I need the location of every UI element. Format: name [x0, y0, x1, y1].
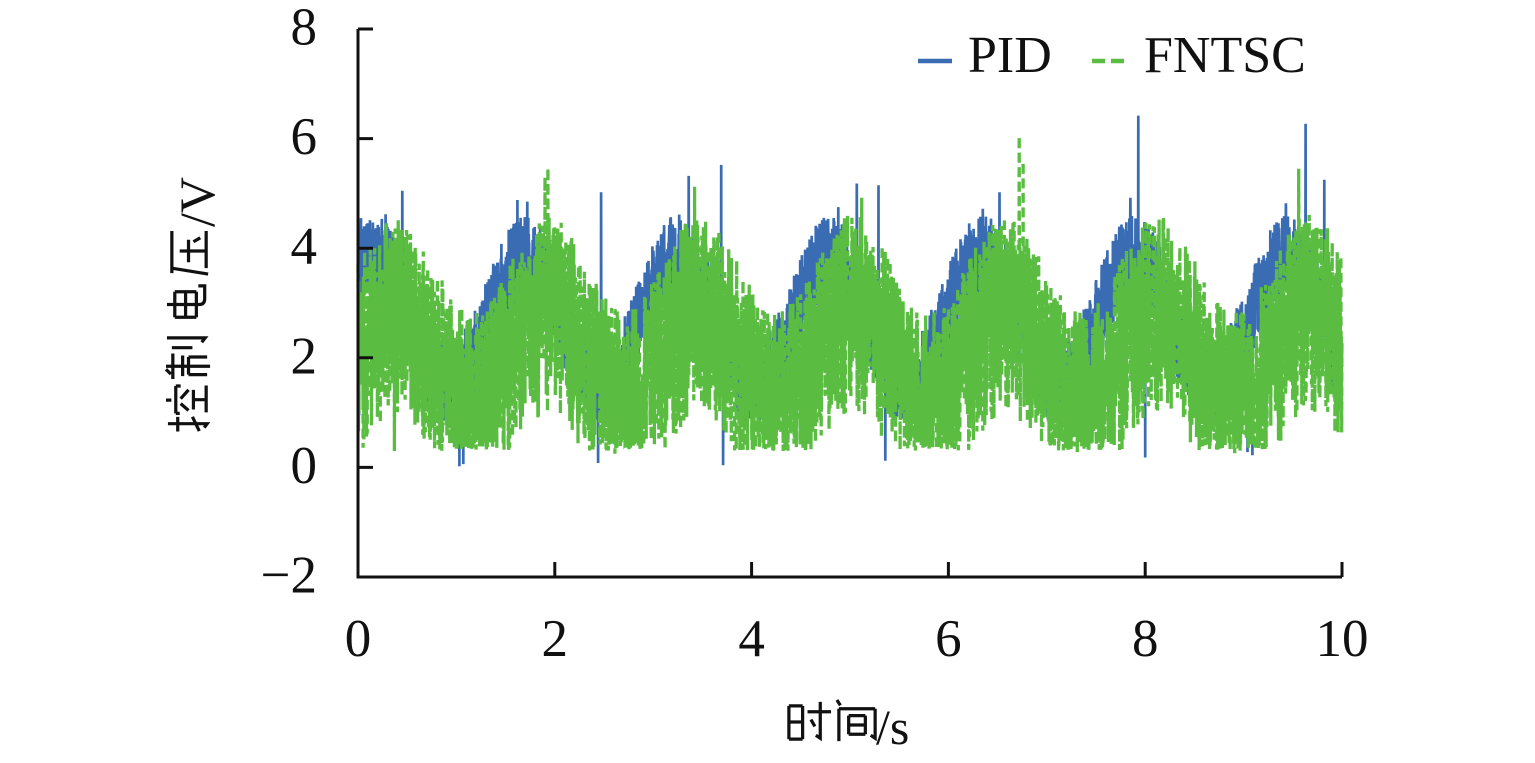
svg-text:0: 0	[345, 610, 372, 668]
svg-text:6: 6	[935, 610, 962, 668]
svg-text:0: 0	[291, 437, 318, 495]
svg-text:10: 10	[1316, 610, 1369, 668]
svg-text:FNTSC: FNTSC	[1144, 27, 1306, 84]
svg-text:2: 2	[542, 610, 569, 668]
svg-text:8: 8	[1132, 610, 1159, 668]
svg-text:8: 8	[291, 0, 318, 57]
svg-text:−2: −2	[261, 547, 317, 605]
svg-text:2: 2	[291, 327, 318, 385]
svg-text:4: 4	[291, 218, 318, 276]
svg-text:/s: /s	[876, 699, 909, 755]
svg-text:PID: PID	[968, 27, 1052, 84]
svg-text:4: 4	[738, 610, 765, 668]
svg-text:6: 6	[291, 108, 318, 166]
svg-text:/V: /V	[169, 177, 225, 227]
